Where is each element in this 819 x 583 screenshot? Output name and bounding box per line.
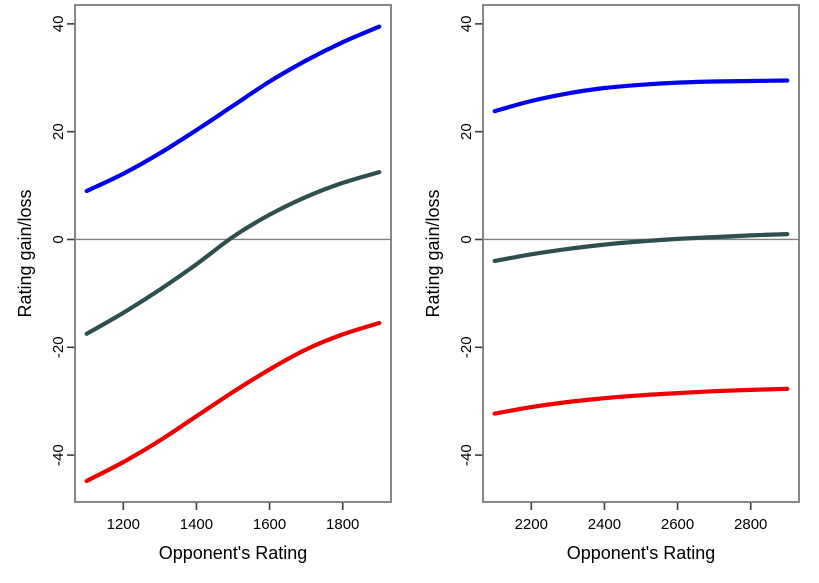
x-axis-tick-label: 1400 <box>180 516 213 533</box>
curve-red-line <box>84 320 382 484</box>
x-axis-tick-label: 2600 <box>661 516 694 533</box>
y-axis-tick-label: -20 <box>458 336 475 358</box>
curve-red-line <box>492 386 790 416</box>
y-axis-title-left: Rating gain/loss <box>15 189 35 317</box>
y-axis-tick-label: -20 <box>50 336 67 358</box>
x-axis-tick-label: 1600 <box>253 516 286 533</box>
x-axis-title-right: Opponent's Rating <box>567 543 716 563</box>
y-axis-title-right: Rating gain/loss <box>423 189 443 317</box>
curve-dark-line <box>84 170 382 336</box>
plot-panel-right: 2200 2400 2600 2800 -40 -20 0 20 40 <box>458 4 800 533</box>
y-axis-tick-label: 40 <box>50 16 67 33</box>
x-axis-tick-label: 1800 <box>326 516 359 533</box>
curve-dark-line <box>492 232 790 264</box>
x-axis-tick-label: 2200 <box>515 516 548 533</box>
plot-panel-left: 1200 1400 1600 1800 -40 -20 0 20 40 <box>50 4 392 533</box>
y-axis-tick-label: 40 <box>458 16 475 33</box>
x-axis-tick-label: 1200 <box>107 516 140 533</box>
x-axis-title-left: Opponent's Rating <box>159 543 308 563</box>
curve-blue-line <box>84 24 382 194</box>
y-axis-tick-label: 0 <box>50 235 67 243</box>
plot-frame <box>74 4 392 503</box>
y-axis-tick-label: -40 <box>50 444 67 466</box>
y-axis-tick-label: 20 <box>458 123 475 140</box>
plot-frame <box>482 4 800 503</box>
curve-blue-line <box>492 78 790 114</box>
x-axis-tick-label: 2800 <box>734 516 767 533</box>
y-axis-tick-label: 0 <box>458 235 475 243</box>
y-axis-tick-label: -40 <box>458 444 475 466</box>
x-axis-tick-label: 2400 <box>588 516 621 533</box>
y-axis-tick-label: 20 <box>50 123 67 140</box>
